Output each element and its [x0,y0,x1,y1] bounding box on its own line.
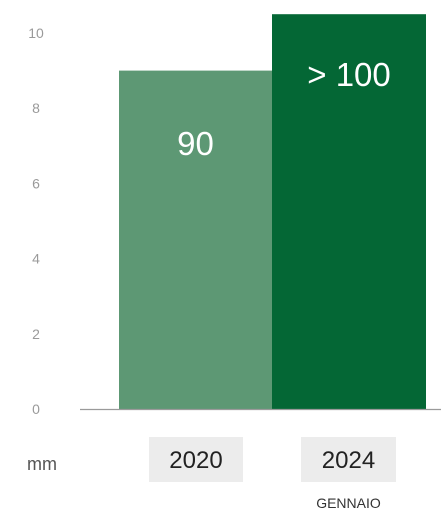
category-label: 2020 [169,447,222,474]
bar-value-label: > 100 [307,56,391,93]
y-tick-label: 10 [28,25,44,41]
bars: 90 > 100 [119,14,426,409]
y-tick-label: 8 [32,100,40,116]
y-axis-ticks: 0 2 4 6 8 10 [28,25,44,417]
y-tick-label: 0 [32,401,40,417]
bar-2024 [272,14,426,409]
bar-2020 [119,70,272,409]
y-tick-label: 6 [32,175,40,191]
y-tick-label: 2 [32,326,40,342]
category-label-box [301,437,396,482]
unit-label: mm [27,454,57,474]
bar-value-label: 90 [177,125,214,162]
category-sublabel: GENNAIO [316,495,381,511]
category-label: 2024 [322,447,375,474]
y-tick-label: 4 [32,251,40,267]
category-labels: 2020 2024 GENNAIO [149,437,396,511]
category-label-box [149,437,243,482]
